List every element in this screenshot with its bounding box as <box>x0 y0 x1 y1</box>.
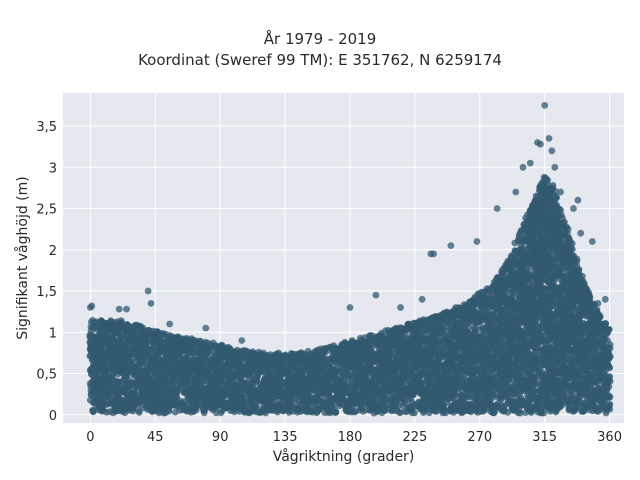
data-point <box>411 409 418 417</box>
chart-title: År 1979 - 2019 <box>263 30 377 48</box>
data-points <box>86 102 614 417</box>
data-point <box>129 407 137 415</box>
data-point <box>135 409 143 416</box>
chart-subtitle: Koordinat (Sweref 99 TM): E 351762, N 62… <box>138 51 502 69</box>
data-point <box>332 409 340 416</box>
